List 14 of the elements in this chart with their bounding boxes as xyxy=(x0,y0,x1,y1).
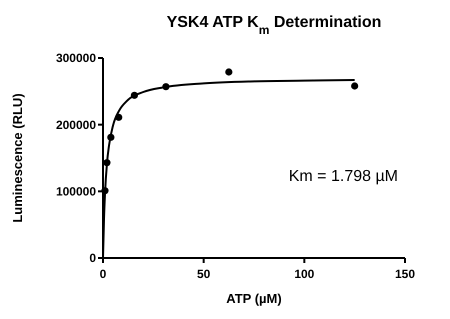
y-tick-label: 200000 xyxy=(56,118,96,132)
x-tick-label: 150 xyxy=(394,267,416,281)
x-tick-label: 0 xyxy=(100,267,107,281)
y-tick-label: 300000 xyxy=(56,51,96,66)
point xyxy=(351,82,358,90)
x-tick-label: 50 xyxy=(196,267,211,281)
y-tick-label: 0 xyxy=(89,251,96,266)
x-axis-title: ATP (µM) xyxy=(226,291,282,306)
x-tick-label: 100 xyxy=(294,267,315,281)
chart-title: YSK4 ATP K$_{m}$ Determination xyxy=(166,14,382,37)
point xyxy=(225,68,232,76)
annotation: Km = 1.798 µM xyxy=(288,168,398,185)
y-axis-title: Luminescence (RLU) xyxy=(10,93,25,223)
y-tick-label: 100000 xyxy=(56,184,96,199)
